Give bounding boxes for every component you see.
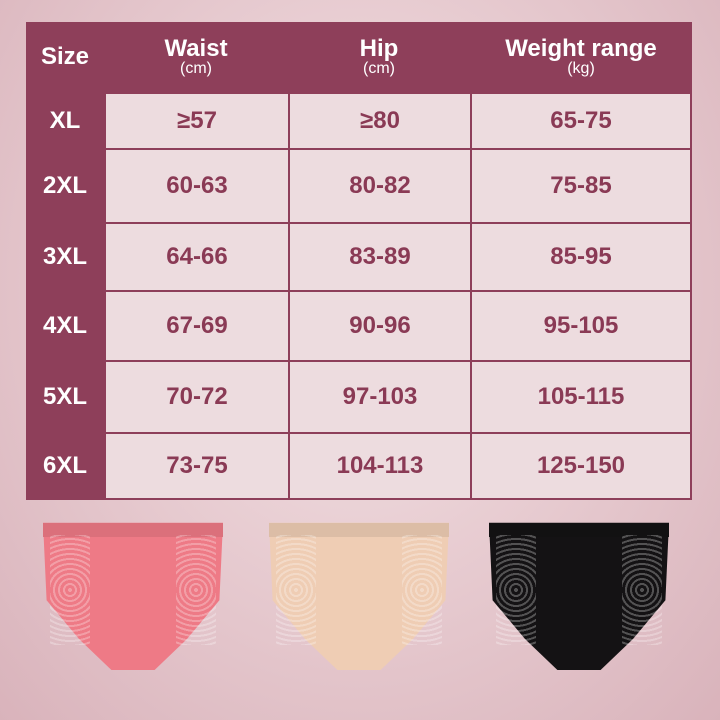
header-unit: (cm) — [363, 60, 395, 77]
cell-size: 3XL — [42, 243, 87, 270]
header-label: Size — [40, 43, 90, 70]
header-hip: Hip (cm) — [288, 22, 470, 92]
cell-size: 4XL — [42, 312, 87, 339]
cell-hip: 80-82 — [290, 150, 470, 222]
header-size: Size — [26, 22, 104, 92]
cell-waist: ≥57 — [106, 94, 288, 148]
cell-weight: 65-75 — [472, 94, 690, 148]
cell-hip: 97-103 — [290, 362, 470, 432]
cell-hip: 104-113 — [290, 434, 470, 498]
cell-hip: 83-89 — [290, 224, 470, 290]
size-chart-table: Size Waist (cm) Hip (cm) Weight range (kg) XL ≥5… — [26, 22, 692, 500]
cell-size: 2XL — [42, 172, 87, 199]
cell-weight: 95-105 — [472, 292, 690, 360]
cell-weight: 105-115 — [472, 362, 690, 432]
cell-weight: 125-150 — [472, 434, 690, 498]
header-label: Hip — [359, 35, 399, 62]
cell-waist: 60-63 — [106, 150, 288, 222]
cell-waist: 73-75 — [106, 434, 288, 498]
cell-waist: 67-69 — [106, 292, 288, 360]
cell-size: XL — [49, 107, 81, 134]
cell-waist: 64-66 — [106, 224, 288, 290]
header-label: Waist — [164, 35, 228, 62]
black-brief-image — [484, 515, 674, 685]
header-unit: (cm) — [180, 60, 212, 77]
header-waist: Waist (cm) — [104, 22, 288, 92]
cell-hip: 90-96 — [290, 292, 470, 360]
cell-size: 6XL — [42, 452, 87, 479]
header-unit: (kg) — [567, 60, 595, 77]
header-label: Weight range — [505, 35, 657, 62]
cell-weight: 85-95 — [472, 224, 690, 290]
cell-waist: 70-72 — [106, 362, 288, 432]
cell-size: 5XL — [42, 383, 87, 410]
cell-weight: 75-85 — [472, 150, 690, 222]
beige-brief-image — [264, 515, 454, 685]
header-weight-range: Weight range (kg) — [470, 22, 692, 92]
cell-hip: ≥80 — [290, 94, 470, 148]
pink-brief-image — [38, 515, 228, 685]
